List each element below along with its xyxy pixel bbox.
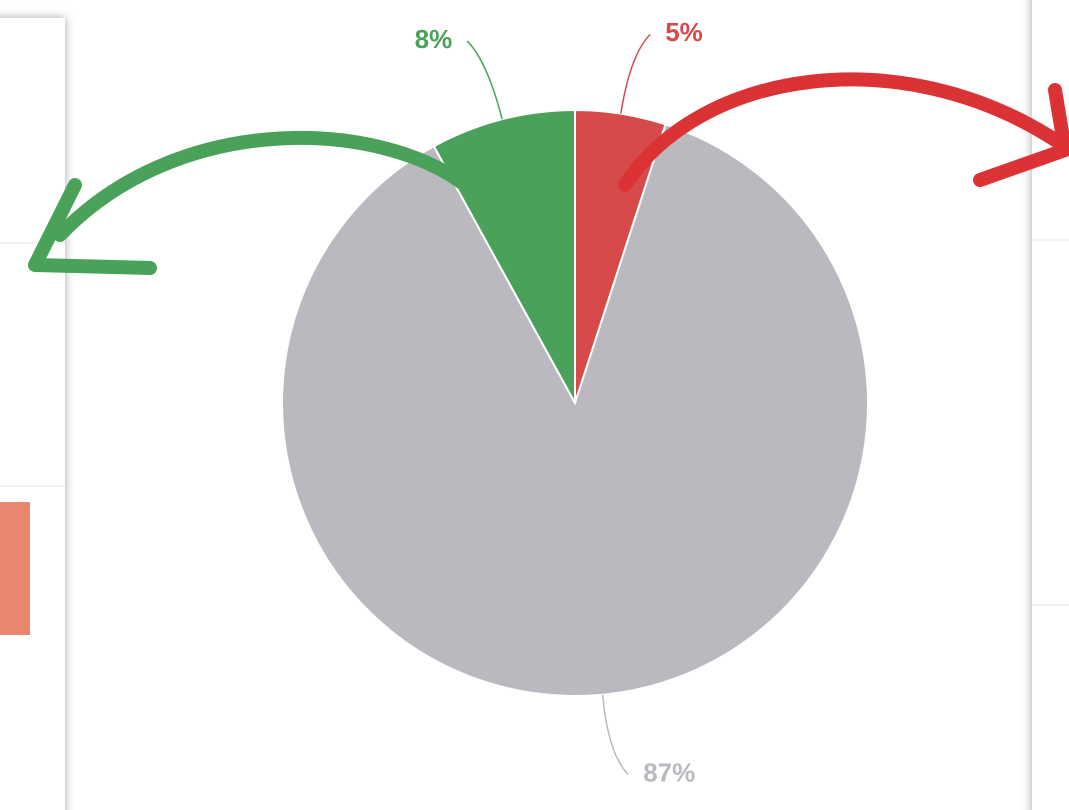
value-label: 87% bbox=[643, 757, 695, 787]
value-label: 5% bbox=[665, 17, 703, 47]
chart: 5% 87% 8% bbox=[0, 0, 1069, 810]
leader-line bbox=[621, 34, 650, 113]
thumbnail bbox=[0, 502, 30, 635]
pie: 5% 87% 8% bbox=[282, 17, 868, 787]
left-panel bbox=[0, 18, 65, 810]
page: {"chart_data": {"type": "pie", "values":… bbox=[0, 0, 1069, 810]
leader-line bbox=[603, 695, 629, 775]
leader-line bbox=[467, 41, 502, 119]
value-label: 8% bbox=[415, 24, 453, 54]
